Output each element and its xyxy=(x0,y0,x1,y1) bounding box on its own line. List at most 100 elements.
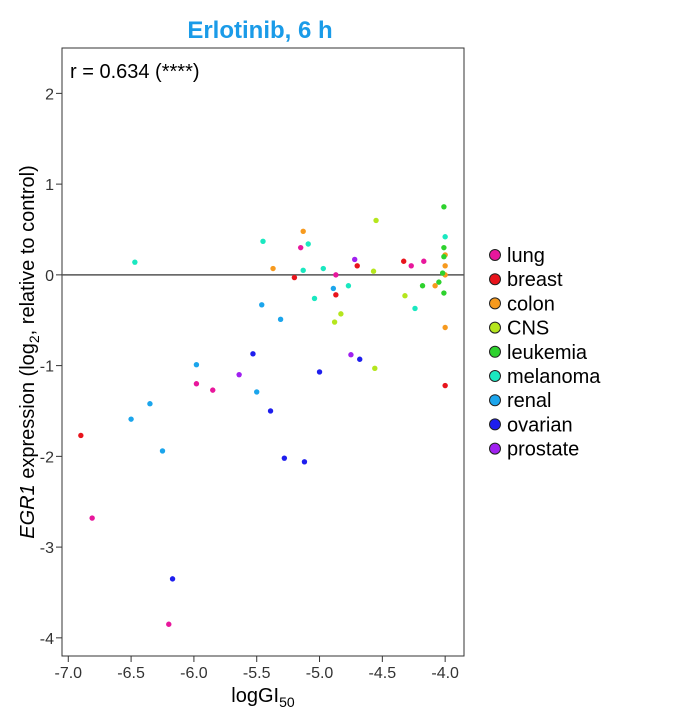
data-point-renal xyxy=(259,302,265,308)
data-point-leukemia xyxy=(436,279,442,285)
data-point-melanoma xyxy=(260,238,266,244)
data-point-cns xyxy=(338,311,344,317)
x-tick-label: -7.0 xyxy=(54,665,82,682)
data-point-cns xyxy=(370,268,377,274)
legend-label-leukemia: leukemia xyxy=(507,342,588,364)
y-tick-label: -4 xyxy=(40,631,54,648)
x-tick-label: -5.0 xyxy=(306,665,334,682)
data-point-lung xyxy=(297,244,304,251)
y-tick-label: -3 xyxy=(40,540,54,557)
data-point-colon xyxy=(442,263,448,269)
data-point-leukemia xyxy=(441,254,447,260)
data-point-lung xyxy=(421,258,427,264)
data-point-prostate xyxy=(348,352,354,358)
y-tick-label: 0 xyxy=(45,268,54,285)
data-point-lung xyxy=(210,387,216,393)
x-tick-label: -6.0 xyxy=(180,665,208,682)
data-point-lung xyxy=(333,272,339,278)
legend-label-ovarian: ovarian xyxy=(507,414,573,436)
data-point-lung xyxy=(166,621,172,627)
data-point-melanoma xyxy=(442,234,448,240)
data-point-breast xyxy=(333,292,339,298)
legend-label-renal: renal xyxy=(507,390,551,412)
correlation-annotation: r = 0.634 (****) xyxy=(70,61,200,83)
legend-marker-breast xyxy=(489,273,501,286)
data-point-renal xyxy=(147,401,153,407)
data-point-leukemia xyxy=(441,204,447,210)
data-point-melanoma xyxy=(311,295,318,302)
x-axis-title-main: logGI xyxy=(231,685,279,707)
legend-marker-ovarian xyxy=(489,418,501,431)
data-point-ovarian xyxy=(301,459,308,465)
x-tick-label: -4.5 xyxy=(369,665,397,682)
legend-marker-lung xyxy=(489,249,501,261)
data-point-colon xyxy=(270,265,276,272)
y-axis-title-subscript: 2 xyxy=(26,335,42,343)
data-point-breast xyxy=(291,274,298,281)
data-point-cns xyxy=(372,365,378,372)
data-point-melanoma xyxy=(132,259,138,265)
data-point-prostate xyxy=(352,256,358,263)
data-point-renal xyxy=(193,362,200,368)
y-axis-title-gene: EGR1 xyxy=(17,484,39,538)
legend-marker-cns xyxy=(489,321,501,334)
data-point-melanoma xyxy=(345,283,352,289)
data-point-ovarian xyxy=(169,576,176,582)
data-point-renal xyxy=(254,389,260,395)
y-tick-label: 2 xyxy=(45,86,54,103)
legend-label-colon: colon xyxy=(507,293,555,315)
y-tick-label: 1 xyxy=(45,177,54,194)
y-axis-title-post: , relative to control) xyxy=(17,165,39,335)
data-point-renal xyxy=(128,416,134,422)
plot-frame xyxy=(61,47,465,657)
legend-marker-leukemia xyxy=(489,345,501,358)
data-point-ovarian xyxy=(267,408,274,414)
data-point-lung xyxy=(89,515,95,521)
legend-marker-colon xyxy=(489,297,501,310)
data-point-melanoma xyxy=(320,265,326,272)
data-point-ovarian xyxy=(281,455,288,461)
legend-label-melanoma: melanoma xyxy=(507,366,601,388)
data-point-ovarian xyxy=(316,369,323,375)
data-point-lung xyxy=(408,263,414,269)
legend-label-lung: lung xyxy=(507,245,545,267)
data-point-breast xyxy=(78,432,84,439)
legend-marker-renal xyxy=(489,394,501,407)
data-point-colon xyxy=(442,324,448,331)
x-axis-title: logGI50 xyxy=(231,685,295,710)
legend-label-prostate: prostate xyxy=(507,439,579,461)
y-axis: -4 -3 -2 -1 0 1 2 xyxy=(40,86,62,648)
x-axis-title-subscript: 50 xyxy=(279,694,295,710)
legend-label-cns: CNS xyxy=(507,318,549,340)
data-point-breast xyxy=(442,382,448,389)
data-point-colon xyxy=(432,283,438,289)
data-point-prostate xyxy=(236,371,242,378)
data-point-renal xyxy=(277,316,284,323)
legend-label-breast: breast xyxy=(507,269,563,291)
y-axis-title-pre: expression (log xyxy=(17,343,39,484)
data-point-colon xyxy=(300,228,306,235)
data-point-breast xyxy=(401,258,407,264)
x-tick-label: -6.5 xyxy=(117,665,145,682)
data-point-breast xyxy=(354,263,360,269)
data-point-ovarian xyxy=(250,351,256,357)
y-axis-title: EGR1 expression (log2, relative to contr… xyxy=(17,165,42,539)
x-tick-label: -5.5 xyxy=(243,665,271,682)
data-point-cns xyxy=(402,293,408,299)
x-tick-label: -4.0 xyxy=(431,665,459,682)
legend-marker-melanoma xyxy=(489,370,501,382)
data-point-cns xyxy=(373,217,379,224)
data-point-melanoma xyxy=(305,241,311,247)
data-point-lung xyxy=(193,381,200,387)
data-point-melanoma xyxy=(412,305,418,312)
data-point-cns xyxy=(331,319,338,325)
x-axis: -7.0 -6.5 -6.0 -5.5 -5.0 -4.5 -4.0 xyxy=(54,656,459,682)
chart-title: Erlotinib, 6 h xyxy=(187,17,332,44)
y-tick-label: -2 xyxy=(40,449,54,466)
data-point-ovarian xyxy=(357,356,363,362)
data-point-melanoma xyxy=(300,267,306,274)
data-point-leukemia xyxy=(419,283,426,289)
data-point-leukemia xyxy=(441,290,447,296)
